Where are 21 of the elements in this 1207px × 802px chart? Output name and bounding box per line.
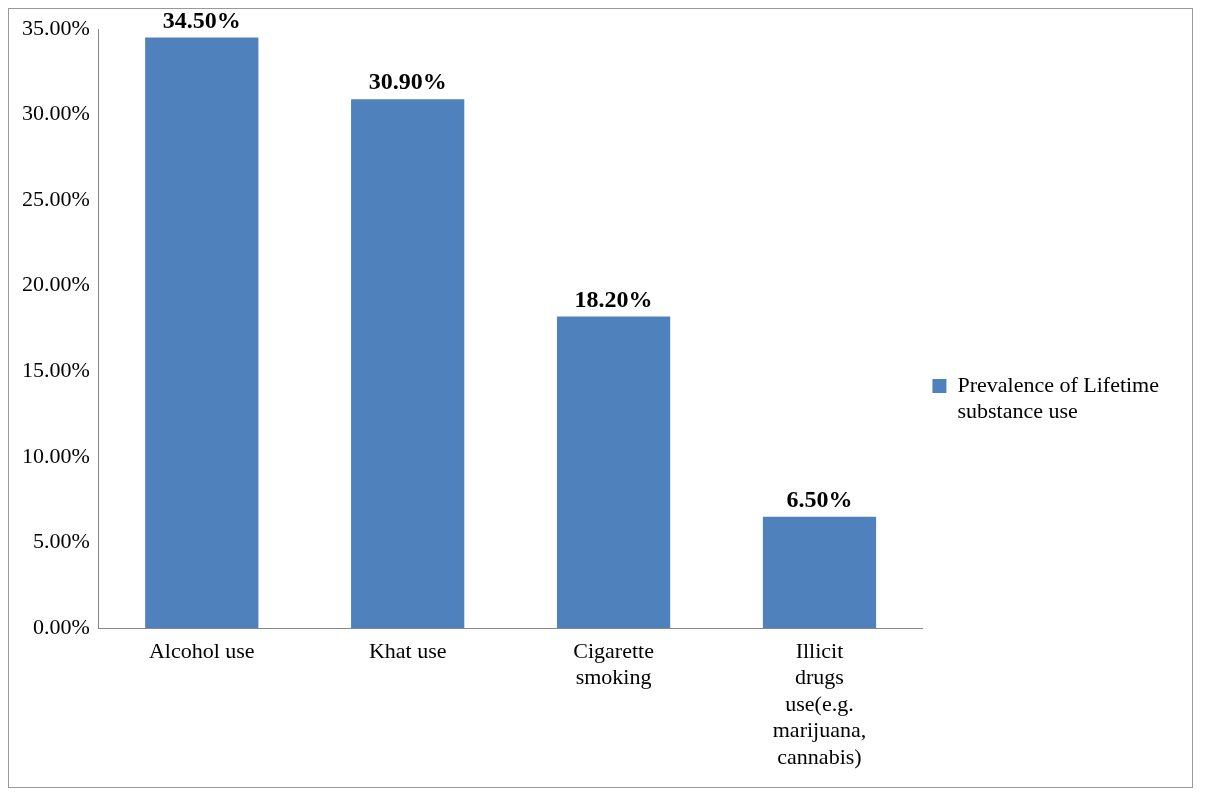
data-label: 6.50% — [786, 485, 853, 512]
x-tick-label: Khat use — [368, 637, 447, 663]
bar — [145, 37, 259, 628]
data-label: 18.20% — [574, 285, 653, 312]
x-tick-label: Alcohol use — [148, 637, 255, 663]
legend-label: Prevalence of Lifetime substance use — [957, 371, 1160, 424]
y-tick-label: 10.00% — [22, 442, 90, 468]
y-tick-label: 30.00% — [22, 100, 90, 126]
y-tick-label: 35.00% — [22, 14, 90, 40]
y-tick-label: 0.00% — [33, 613, 90, 639]
y-tick-label: 15.00% — [22, 357, 90, 383]
bar — [351, 99, 465, 628]
bar — [762, 516, 877, 628]
y-tick-label: 25.00% — [22, 185, 90, 211]
x-tick-label: Illicit drugs use(e.g. marijuana, cannabis) — [772, 637, 867, 769]
y-tick-label: 20.00% — [22, 271, 90, 297]
y-tick-label: 5.00% — [33, 528, 90, 554]
bar — [556, 316, 671, 628]
data-label: 34.50% — [162, 6, 241, 33]
data-label: 30.90% — [368, 68, 447, 95]
x-tick-label: Cigarette smoking — [573, 637, 654, 690]
